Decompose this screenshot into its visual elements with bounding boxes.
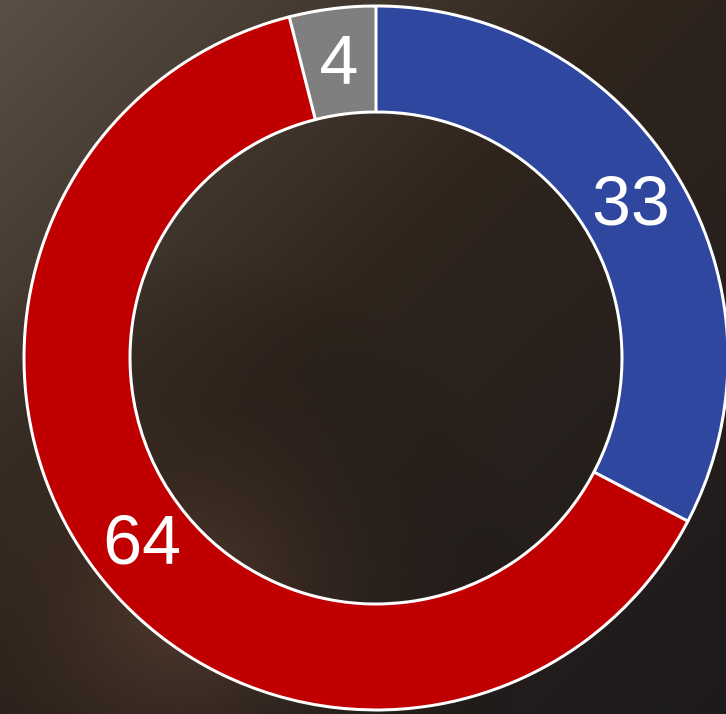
data-label: 33: [592, 162, 670, 240]
page: 33644 (() => { const data = JSON.parse(d…: [0, 0, 726, 714]
data-label: 4: [320, 21, 359, 99]
chart: 33 64 4: [0, 0, 726, 714]
data-label: 64: [103, 501, 181, 579]
